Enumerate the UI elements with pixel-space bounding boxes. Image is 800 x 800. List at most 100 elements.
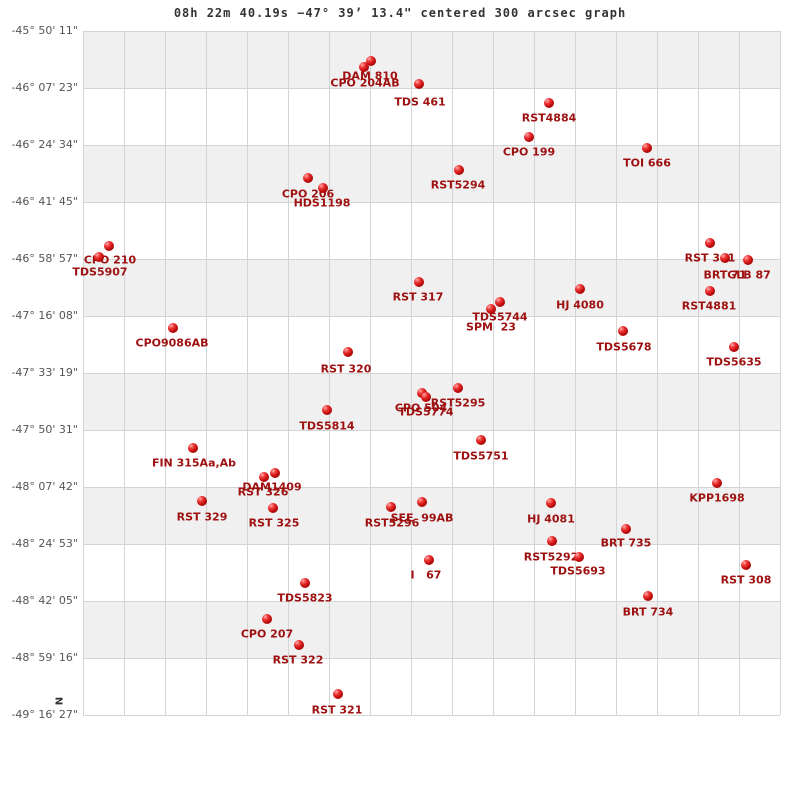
star-label-tds5814: TDS5814 (299, 419, 355, 433)
gridline-vertical (780, 31, 781, 715)
star-label-toi-666: TOI 666 (623, 156, 671, 170)
row-band (83, 259, 780, 316)
gridline-horizontal (83, 430, 780, 431)
y-axis-tick: -48° 42' 05" (11, 593, 78, 607)
y-axis-tick: -45° 50' 11" (11, 23, 78, 37)
y-axis-tick: -47° 33' 19" (11, 365, 78, 379)
star-label-tds-461: TDS 461 (394, 95, 446, 109)
y-axis-tick: -46° 24' 34" (11, 137, 78, 151)
star-label-tds5744: TDS5744 (472, 310, 528, 324)
star-dot-cpo-199 (524, 132, 534, 142)
star-label-tds5751: TDS5751 (453, 449, 509, 463)
star-dot-rst5292 (547, 536, 557, 546)
star-dot-rst-329 (197, 496, 207, 506)
y-axis-tick: -48° 59' 16" (11, 650, 78, 664)
star-label-cpo-204ab: CPO 204AB (330, 76, 400, 90)
star-label-rst5294: RST5294 (430, 178, 486, 192)
y-axis-tick: -46° 07' 23" (11, 80, 78, 94)
star-dot-rst4884 (544, 98, 554, 108)
star-label-cpo9086ab: CPO9086AB (135, 336, 209, 350)
star-dot-rst-308 (741, 560, 751, 570)
gridline-horizontal (83, 259, 780, 260)
north-indicator: N (52, 696, 64, 706)
star-dot-rst-317 (414, 277, 424, 287)
star-dot-cpo9086ab (168, 323, 178, 333)
y-axis-tick: -48° 24' 53" (11, 536, 78, 550)
y-axis-tick: -47° 50' 31" (11, 422, 78, 436)
star-label-rst-326: RST 326 (237, 485, 289, 499)
star-label-rst-320: RST 320 (320, 362, 372, 376)
star-dot-kpp1698 (712, 478, 722, 488)
star-label-dam1409: DAM1409 (242, 480, 302, 494)
star-dot-toi-666 (642, 143, 652, 153)
star-label-spm-23: SPM 23 (466, 320, 516, 334)
star-dot-hj-4081 (546, 498, 556, 508)
y-axis-tick: -48° 07' 42" (11, 479, 78, 493)
star-dot-cpo-210 (104, 241, 114, 251)
star-label-hj-4080: HJ 4080 (556, 298, 604, 312)
star-label-rst-308: RST 308 (720, 573, 772, 587)
star-dot-rst-320 (343, 347, 353, 357)
star-label-dam-810: DAM 810 (342, 69, 398, 83)
star-label-rst-329: RST 329 (176, 510, 228, 524)
gridline-horizontal (83, 487, 780, 488)
star-dot-tds5751 (476, 435, 486, 445)
star-label-tds5693: TDS5693 (550, 564, 606, 578)
star-dot-tds5635 (729, 342, 739, 352)
star-dot-hj-4080 (575, 284, 585, 294)
star-label-rst5296: RST5296 (364, 516, 420, 530)
star-label-cpo-207: CPO 207 (240, 627, 294, 641)
star-dot-rst-322 (294, 640, 304, 650)
row-band (83, 373, 780, 430)
star-label-hj-4081: HJ 4081 (527, 512, 575, 526)
star-label-tds5774: TDS5774 (398, 405, 454, 419)
star-dot-rst-341 (705, 238, 715, 248)
star-dot-cpo-207 (262, 614, 272, 624)
star-dot-cpo-206 (303, 173, 313, 183)
gridline-horizontal (83, 715, 780, 716)
star-label-tds5907: TDS5907 (72, 265, 128, 279)
star-dot-rst-321 (333, 689, 343, 699)
star-label-cpo-206: CPO 206 (281, 187, 335, 201)
y-axis-tick: -46° 41' 45" (11, 194, 78, 208)
star-dot-tds5678 (618, 326, 628, 336)
star-label-tds5678: TDS5678 (596, 340, 652, 354)
star-dot-tds-461 (414, 79, 424, 89)
star-label-brt-71: BRT 71 (703, 268, 747, 282)
star-label-rst4884: RST4884 (521, 111, 577, 125)
star-dot-rst5294 (454, 165, 464, 175)
star-dot-tds5693 (574, 552, 584, 562)
row-band (83, 601, 780, 658)
row-band (83, 145, 780, 202)
star-dot-rst5295 (453, 383, 463, 393)
star-label-i-67: I 67 (410, 568, 442, 582)
star-label-kpp1698: KPP1698 (689, 491, 745, 505)
star-dot-brt-735 (621, 524, 631, 534)
gridline-horizontal (83, 658, 780, 659)
star-dot-spm-23 (486, 304, 496, 314)
star-dot-brt-71 (720, 253, 730, 263)
star-label-tds5823: TDS5823 (277, 591, 333, 605)
gridline-horizontal (83, 316, 780, 317)
star-dot-tds5823 (300, 578, 310, 588)
star-label-fin-315aa-ab: FIN 315Aa,Ab (151, 456, 237, 470)
star-dot-cpo-204ab (359, 62, 369, 72)
star-label-rst5292: RST5292 (523, 550, 579, 564)
star-label-tds5635: TDS5635 (706, 355, 762, 369)
star-label-brt-735: BRT 735 (600, 536, 652, 550)
star-label-rst4881: RST4881 (681, 299, 737, 313)
star-label-rst-322: RST 322 (272, 653, 324, 667)
gridline-horizontal (83, 145, 780, 146)
gridline-horizontal (83, 202, 780, 203)
star-label-rst-317: RST 317 (392, 290, 444, 304)
star-dot-tds5814 (322, 405, 332, 415)
y-axis-tick: -47° 16' 08" (11, 308, 78, 322)
star-label-rst-325: RST 325 (248, 516, 300, 530)
gridline-horizontal (83, 373, 780, 374)
star-dot-hds1198 (318, 183, 328, 193)
star-dot-i-67 (424, 555, 434, 565)
star-dot-rst-325 (268, 503, 278, 513)
star-dot-tds5774 (421, 392, 431, 402)
star-dot-see-99ab (417, 497, 427, 507)
